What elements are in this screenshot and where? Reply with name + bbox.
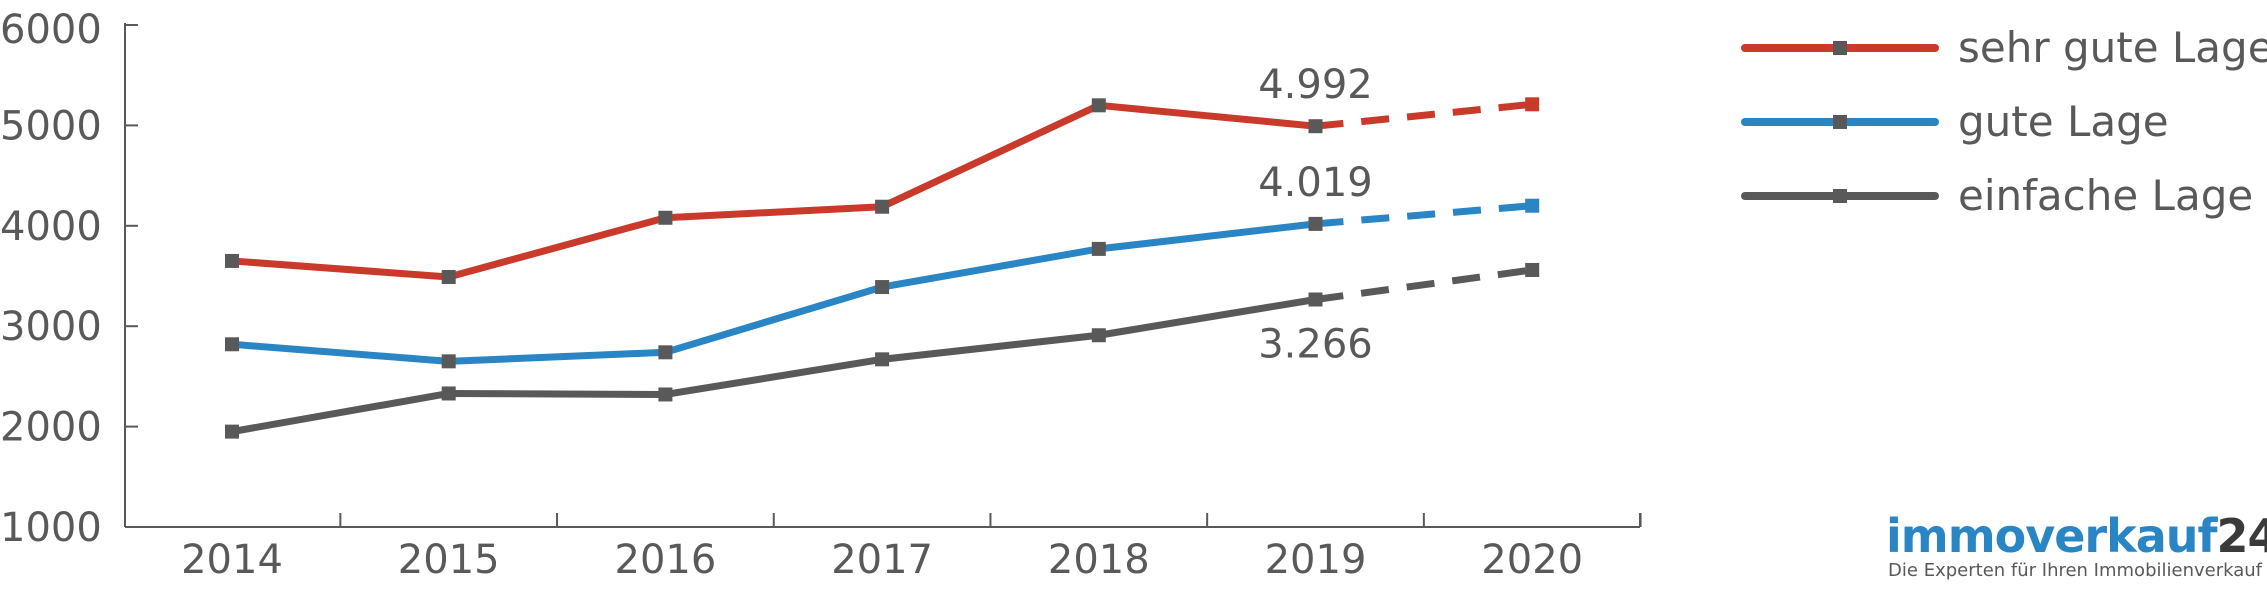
series-line-solid [228,220,1319,365]
data-label: 4.019 [1258,160,1373,206]
data-point [1091,328,1106,343]
series-line-forecast [1315,100,1533,130]
y-tick-label: 2000 [0,405,102,451]
series-1 [225,97,1540,285]
brand-name-part1: immoverkauf [1886,509,2217,563]
data-label: 3.266 [1258,321,1373,367]
data-point [441,386,456,401]
data-point [1308,292,1323,307]
series-line-solid [228,101,1319,281]
legend-item: gute Lage [1741,97,2169,146]
chart-series [225,97,1540,439]
data-point [875,352,890,367]
chart-annotations: 4.992 4.019 3.266 [1258,62,1373,367]
brand-name-part2: 24 [2216,509,2267,563]
y-tick-label: 6000 [0,7,102,53]
data-point [225,424,239,439]
x-tick-label: 2017 [831,537,933,583]
legend-swatch-marker [1833,189,1847,203]
data-point [658,210,673,225]
brand-name: immoverkauf24 [1886,509,2267,563]
data-point [1091,98,1106,113]
data-point [225,337,239,352]
x-tick-label: 2014 [181,537,283,583]
brand-logo: immoverkauf24 Die Experten für Ihren Imm… [1886,509,2267,581]
legend-swatch-marker [1833,115,1847,129]
y-tick-label: 5000 [0,103,102,149]
data-point [1091,241,1106,256]
data-point [1525,262,1540,277]
x-tick-label: 2019 [1265,537,1367,583]
legend-swatch-marker [1833,41,1847,55]
y-tick-label: 1000 [0,505,102,551]
series-line-forecast [1315,266,1533,303]
data-point [875,199,890,214]
data-point [1308,216,1323,231]
data-point [1525,198,1540,213]
series-2 [225,198,1540,369]
x-tick-label: 2020 [1481,537,1583,583]
data-point [1308,119,1323,134]
data-point [658,345,673,360]
data-point [875,280,890,295]
y-tick-label: 3000 [0,304,102,350]
data-point [441,354,456,369]
y-tick-label: 4000 [0,204,102,250]
x-tick-label: 2018 [1048,537,1150,583]
legend-label: sehr gute Lage [1958,23,2267,72]
data-label: 4.992 [1258,62,1373,108]
series-line-solid [228,295,1319,436]
data-point [225,253,239,268]
chart-axes: 1000 2000 3000 4000 5000 6000 2014 2015 2016 2017… [0,7,1642,583]
brand-tagline: Die Experten für Ihren Immobilienverkauf [1888,560,2262,581]
legend-item: einfache Lage [1741,171,2253,220]
chart-legend: sehr gute Lage gute Lage einfache Lage [1741,23,2267,220]
series-3 [225,262,1540,439]
legend-item: sehr gute Lage [1741,23,2267,72]
x-tick-label: 2016 [615,537,717,583]
legend-label: gute Lage [1958,97,2169,146]
legend-label: einfache Lage [1958,171,2253,220]
data-point [1525,97,1540,112]
data-point [658,387,673,402]
data-point [441,270,456,285]
x-tick-label: 2015 [398,537,500,583]
series-line-forecast [1315,202,1533,228]
